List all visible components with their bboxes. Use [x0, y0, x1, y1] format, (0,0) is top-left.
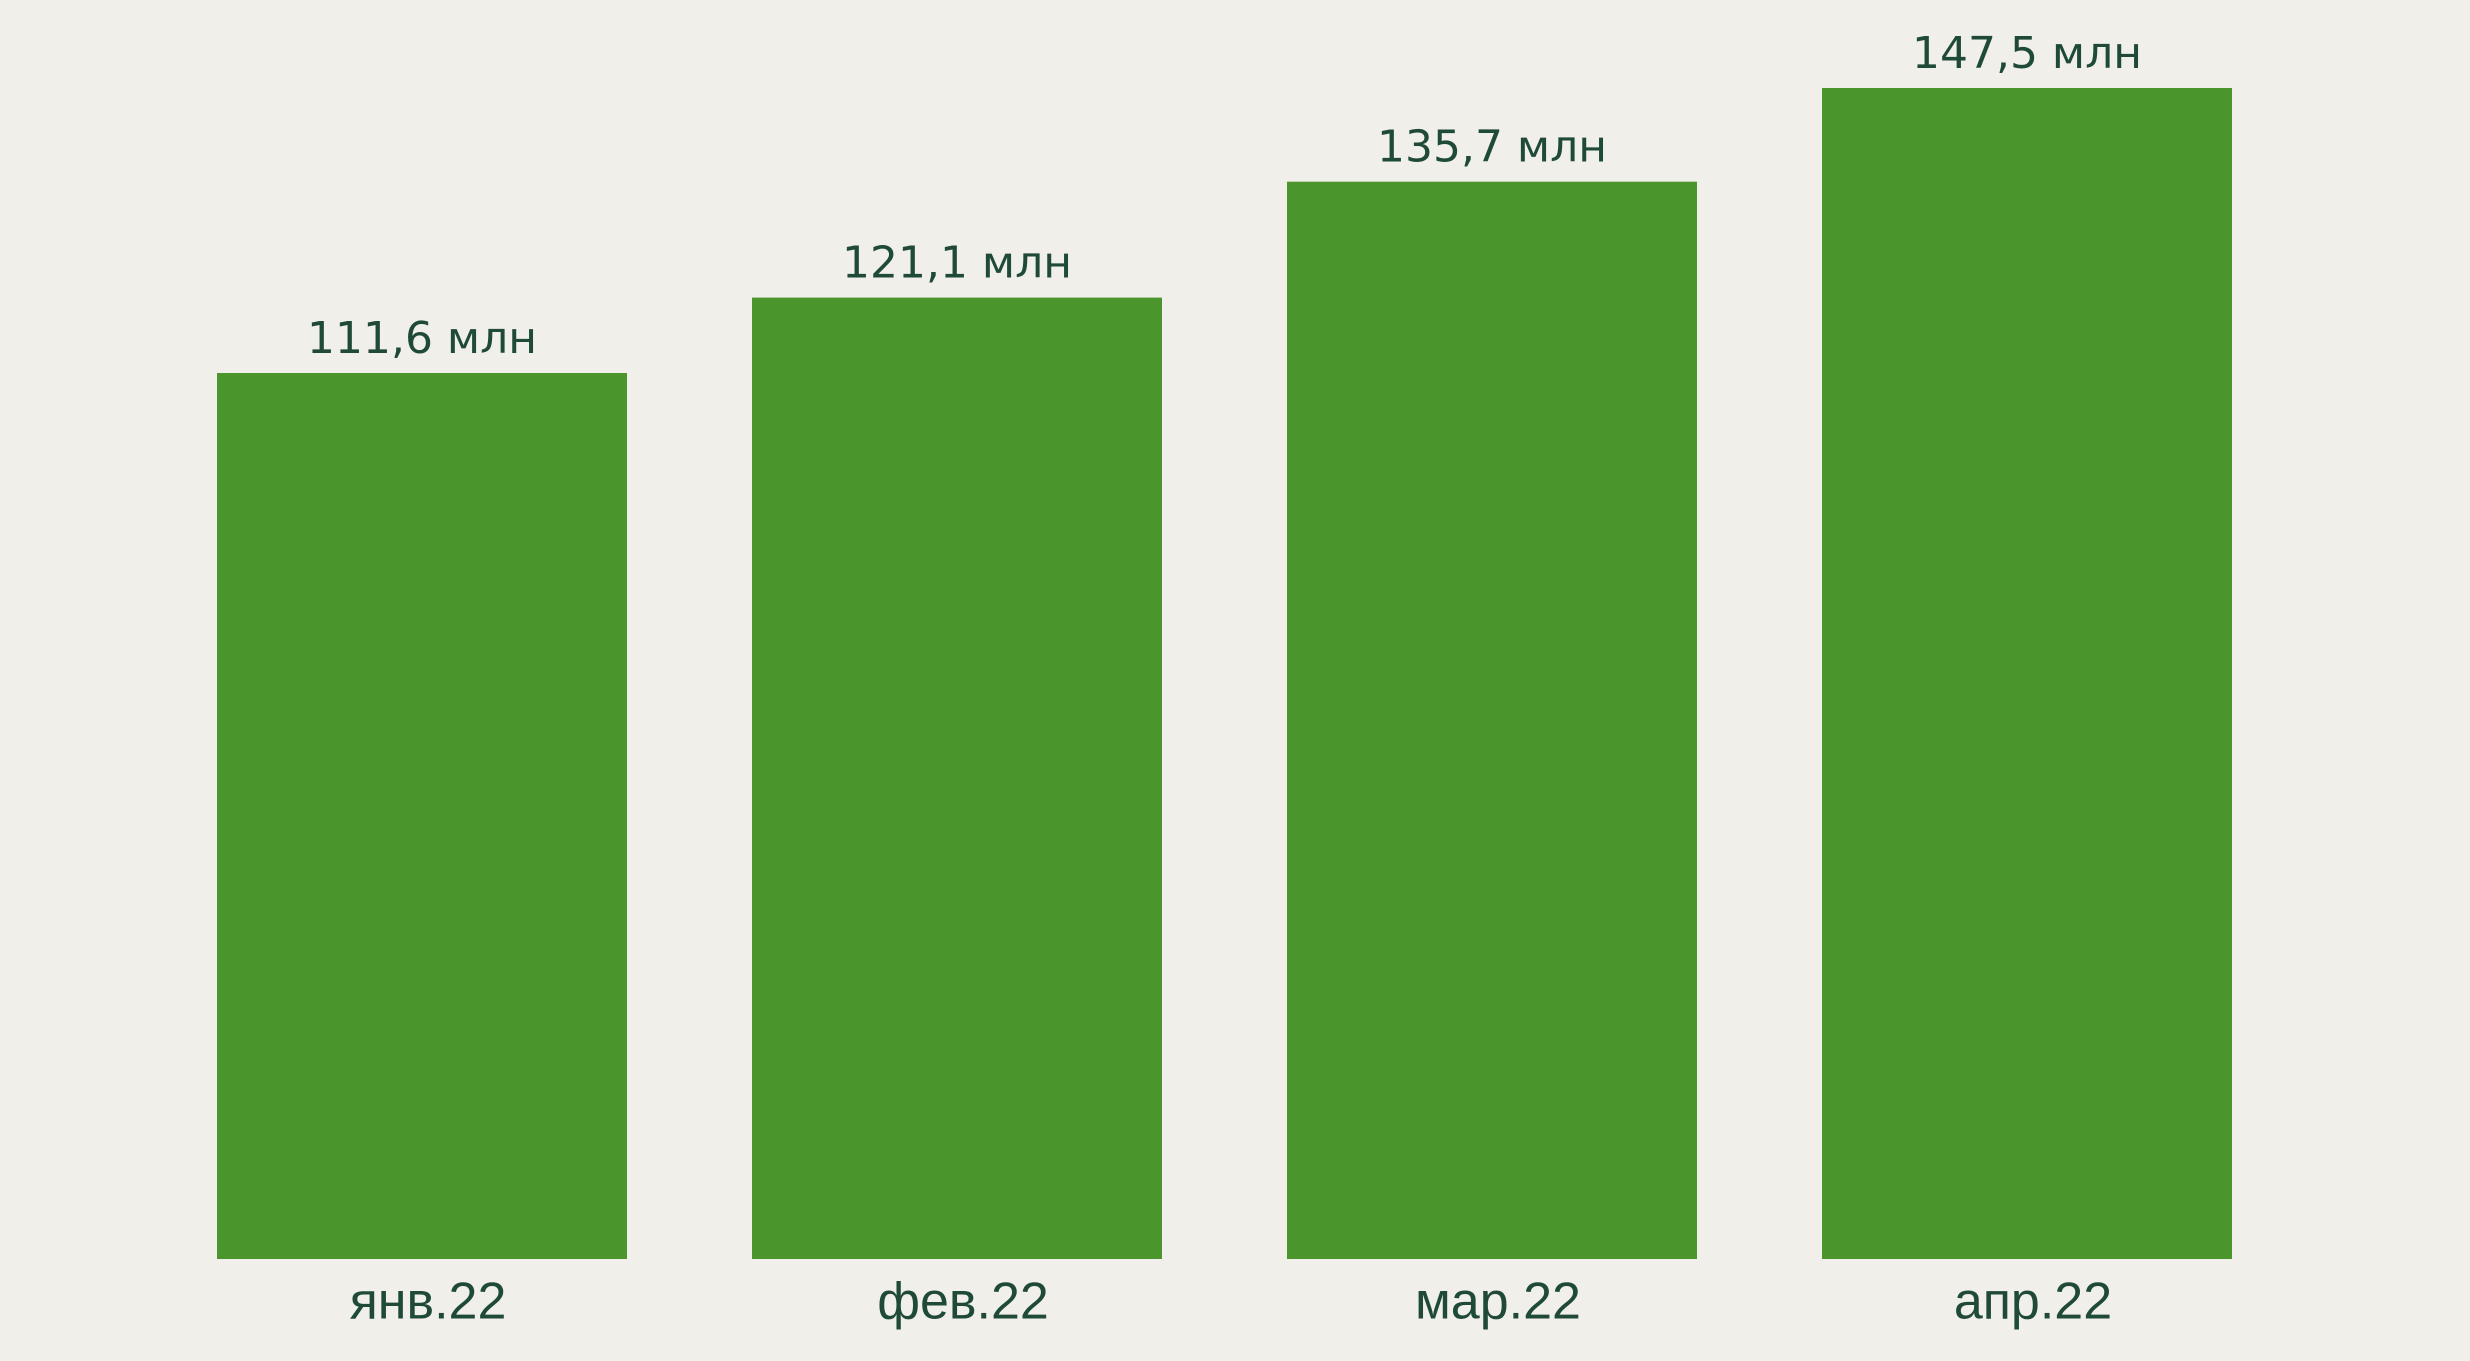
bar	[1287, 181, 1697, 1260]
bar	[752, 297, 1162, 1260]
x-tick-label: мар.22	[1415, 1273, 1581, 1331]
value-label: 135,7 млн	[1377, 122, 1607, 173]
x-tick-label: янв.22	[350, 1273, 507, 1331]
bar	[217, 373, 627, 1259]
value-label: 121,1 млн	[842, 238, 1072, 289]
x-tick-label: фев.22	[877, 1273, 1049, 1331]
value-label: 147,5 млн	[1912, 28, 2142, 79]
bar	[1822, 88, 2232, 1259]
x-tick-label: апр.22	[1954, 1273, 2112, 1331]
value-label: 111,6 млн	[307, 313, 537, 364]
